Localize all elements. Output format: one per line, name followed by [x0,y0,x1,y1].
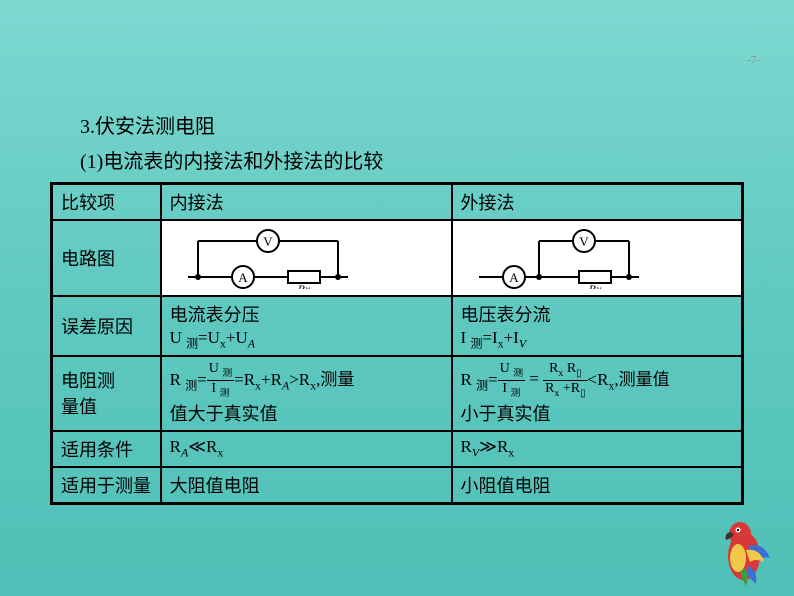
cond-outer: RV≫Rx [452,431,743,467]
resist-outer: R 测=U 测I 测 = Rx R▯Rx +R▯<Rx,测量值 小于真实值 [452,356,743,430]
section-subtitle: (1)电流表的内接法和外接法的比较 [50,145,744,174]
table-row: 适用于测量 大阻值电阻 小阻值电阻 [52,467,743,504]
parrot-icon [706,508,776,588]
svg-text:Rx: Rx [296,282,310,289]
svg-text:A: A [509,270,519,285]
error-outer: 电压表分流 I 测=Ix+IV [452,296,743,356]
table-row: 比较项 内接法 外接法 [52,184,743,221]
resist-outer-line2: 小于真实值 [461,404,551,424]
svg-text:Rx: Rx [587,282,601,289]
resist-label-line2: 量值 [61,397,97,417]
svg-text:V: V [263,234,273,249]
circuit-label: 电路图 [52,220,161,296]
table-row: 适用条件 RA≪Rx RV≫Rx [52,431,743,467]
header-compare: 比较项 [52,184,161,221]
cond-inner: RA≪Rx [161,431,452,467]
table-row: 电路图 V A Rx [52,220,743,296]
page-number: -7- [747,54,760,66]
fit-outer: 小阻值电阻 [452,467,743,504]
circuit-inner-cell: V A Rx [161,220,452,296]
error-inner: 电流表分压 U 测=Ux+UA [161,296,452,356]
svg-text:V: V [579,234,589,249]
resist-inner-line2: 值大于真实值 [170,404,278,424]
resist-inner: R 测=U 测I 测=Rx+RA>Rx,测量 值大于真实值 [161,356,452,430]
error-inner-line1: 电流表分压 [170,305,260,325]
resist-label-line1: 电阻测 [61,371,115,391]
fit-inner: 大阻值电阻 [161,467,452,504]
resist-label: 电阻测 量值 [52,356,161,430]
circuit-outer-cell: V A Rx [452,220,743,296]
main-content: 3.伏安法测电阻 (1)电流表的内接法和外接法的比较 比较项 内接法 外接法 电… [0,0,794,505]
table-row: 电阻测 量值 R 测=U 测I 测=Rx+RA>Rx,测量 值大于真实值 R 测… [52,356,743,430]
header-outer: 外接法 [452,184,743,221]
fit-label: 适用于测量 [52,467,161,504]
cond-label: 适用条件 [52,431,161,467]
circuit-outer-diagram: V A Rx [459,227,659,289]
table-row: 误差原因 电流表分压 U 测=Ux+UA 电压表分流 I 测=Ix+IV [52,296,743,356]
circuit-inner-diagram: V A Rx [168,227,368,289]
header-inner: 内接法 [161,184,452,221]
error-label: 误差原因 [52,296,161,356]
svg-text:A: A [238,270,248,285]
comparison-table: 比较项 内接法 外接法 电路图 V A Rx [50,182,744,505]
section-title: 3.伏安法测电阻 [50,110,744,139]
error-outer-line1: 电压表分流 [461,305,551,325]
